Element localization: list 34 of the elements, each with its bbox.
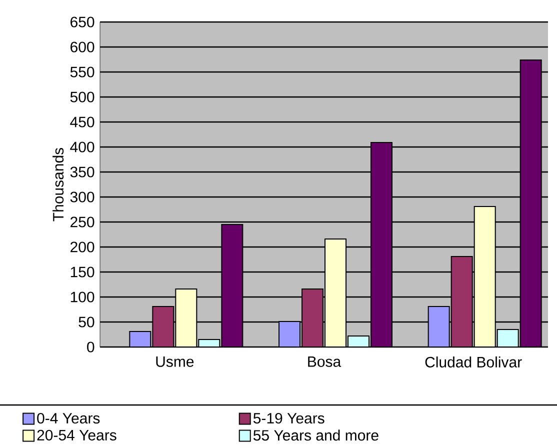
- bar: [221, 224, 244, 347]
- y-tick-label: 200: [70, 242, 94, 252]
- y-axis-title: Thousands: [52, 148, 64, 222]
- bar: [324, 238, 347, 347]
- legend-label: 55 Years and more: [253, 430, 378, 441]
- y-tick-label: 50: [78, 316, 94, 328]
- y-tick-label: 400: [70, 142, 94, 152]
- bar: [474, 206, 496, 347]
- y-tick-label: 350: [70, 166, 94, 178]
- bar: [370, 142, 393, 347]
- bar: [520, 60, 542, 347]
- bar: [152, 306, 174, 347]
- x-tick-label: Bosa: [308, 356, 342, 367]
- legend-label: 0-4 Years: [37, 412, 100, 424]
- y-tick-label: 650: [70, 16, 94, 28]
- y-tick-label: 0: [87, 342, 94, 352]
- legend-label: 20-54 Years: [37, 430, 116, 440]
- bar: [278, 321, 301, 347]
- y-tick-label: 600: [70, 42, 94, 52]
- x-tick-label: Usme: [156, 356, 194, 367]
- y-tick-label: 150: [70, 266, 94, 278]
- bar: [302, 288, 324, 347]
- bar: [496, 329, 519, 347]
- y-tick-label: 450: [70, 116, 94, 128]
- bar: [450, 256, 473, 347]
- legend-label: 5-19 Years: [253, 412, 324, 424]
- bar: [175, 288, 198, 347]
- y-tick-label: 250: [70, 216, 94, 228]
- y-tick-label: 550: [70, 66, 94, 78]
- x-tick-label: Cludad Bolivar: [425, 356, 522, 368]
- y-tick-label: 100: [70, 292, 94, 302]
- y-tick-label: 300: [70, 192, 94, 202]
- y-tick-label: 500: [70, 92, 94, 102]
- bar: [428, 306, 450, 347]
